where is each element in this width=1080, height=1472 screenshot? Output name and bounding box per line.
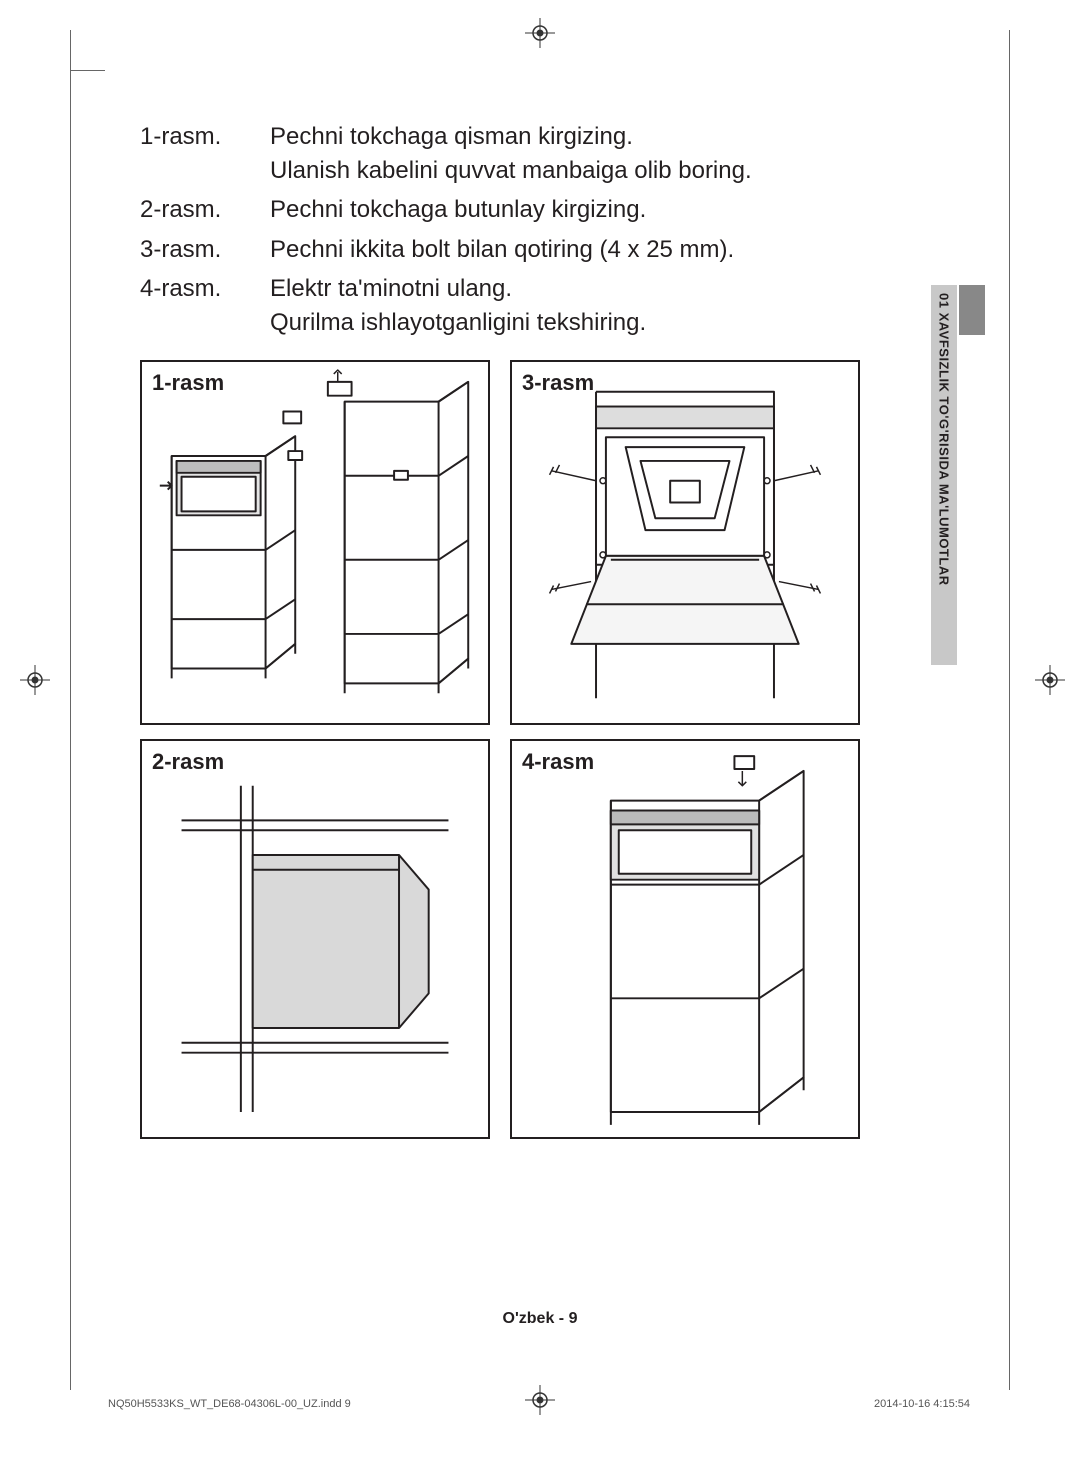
figure-3-diagram-icon bbox=[512, 362, 858, 723]
instruction-text: Elektr ta'minotni ulang. Qurilma ishlayo… bbox=[270, 272, 860, 339]
figure-2: 2-rasm bbox=[140, 739, 490, 1139]
figure-3: 3-rasm bbox=[510, 360, 860, 725]
crop-line bbox=[70, 70, 105, 71]
instruction-text: Pechni tokchaga butunlay kirgizing. bbox=[270, 193, 860, 227]
instruction-row: 3-rasm. Pechni ikkita bolt bilan qotirin… bbox=[140, 233, 860, 267]
instruction-text: Pechni ikkita bolt bilan qotiring (4 x 2… bbox=[270, 233, 860, 267]
figure-2-diagram-icon bbox=[142, 741, 488, 1137]
instruction-text: Pechni tokchaga qisman kirgizing. Ulanis… bbox=[270, 120, 860, 187]
instruction-label: 3-rasm. bbox=[140, 233, 270, 267]
instruction-row: 1-rasm. Pechni tokchaga qisman kirgizing… bbox=[140, 120, 860, 187]
instruction-row: 4-rasm. Elektr ta'minotni ulang. Qurilma… bbox=[140, 272, 860, 339]
section-tab-accent bbox=[959, 285, 985, 335]
page-footer-filename: NQ50H5533KS_WT_DE68-04306L-00_UZ.indd 9 bbox=[108, 1398, 351, 1410]
registration-mark-icon bbox=[1035, 665, 1065, 695]
figure-1: 1-rasm bbox=[140, 360, 490, 725]
instruction-label: 1-rasm. bbox=[140, 120, 270, 187]
figures-grid: 1-rasm bbox=[140, 360, 860, 1139]
instruction-row: 2-rasm. Pechni tokchaga butunlay kirgizi… bbox=[140, 193, 860, 227]
registration-mark-icon bbox=[20, 665, 50, 695]
page-footer-timestamp: 2014-10-16 4:15:54 bbox=[874, 1398, 970, 1410]
instruction-label: 4-rasm. bbox=[140, 272, 270, 339]
figure-1-diagram-icon bbox=[142, 362, 488, 723]
figure-4-diagram-icon bbox=[512, 741, 858, 1137]
figure-4: 4-rasm bbox=[510, 739, 860, 1139]
instruction-list: 1-rasm. Pechni tokchaga qisman kirgizing… bbox=[140, 120, 860, 346]
section-tab: 01 XAVFSIZLIK TO'G'RISIDA MA'LUMOTLAR bbox=[931, 285, 957, 665]
instruction-label: 2-rasm. bbox=[140, 193, 270, 227]
page-footer-language: O'zbek - 9 bbox=[0, 1310, 1080, 1328]
